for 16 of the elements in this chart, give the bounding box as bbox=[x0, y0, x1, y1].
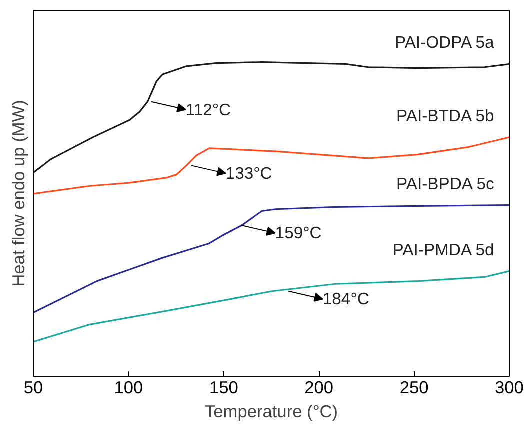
series-label: PAI-BTDA 5b bbox=[396, 106, 494, 126]
annotation: 184°C bbox=[322, 290, 370, 309]
series-label: PAI-ODPA 5a bbox=[394, 33, 496, 52]
x-tick-label: 300 bbox=[495, 378, 524, 398]
annotation: 112°C bbox=[186, 100, 232, 120]
y-axis-title: Heat flow endo up (MW) bbox=[8, 100, 28, 287]
x-tick-label: 100 bbox=[114, 378, 144, 398]
series-label: PAI-PMDA 5d bbox=[392, 240, 494, 260]
x-tick-label: 250 bbox=[400, 378, 429, 398]
x-tick-label: 50 bbox=[24, 378, 44, 398]
x-tick-label: 200 bbox=[304, 378, 334, 398]
series-label: PAI-BPDA 5c bbox=[396, 174, 494, 194]
annotation: 133°C bbox=[226, 164, 272, 184]
x-axis-title: Temperature (°C) bbox=[204, 402, 338, 422]
x-tick-label: 150 bbox=[209, 378, 238, 398]
annotation: 159°C bbox=[275, 224, 322, 243]
